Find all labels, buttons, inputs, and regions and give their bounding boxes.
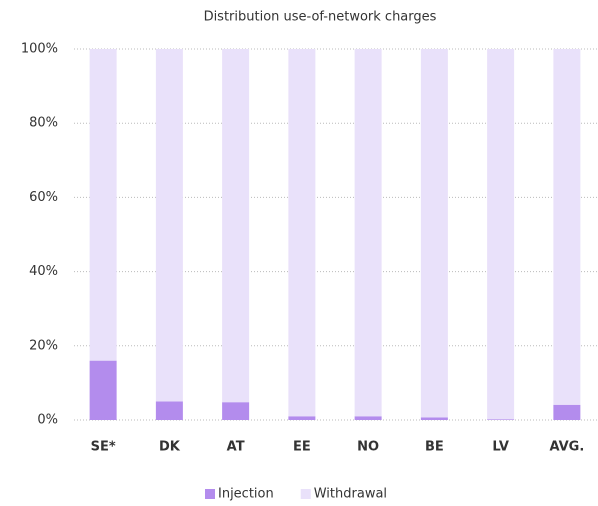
bar-segment (288, 416, 316, 420)
y-tick-label: 40% (29, 264, 58, 279)
bar-segment (354, 49, 382, 417)
x-tick-label: DK (159, 440, 181, 455)
legend-label: Injection (218, 487, 274, 502)
y-tick-label: 20% (29, 338, 58, 353)
legend-swatch (205, 489, 215, 499)
y-tick-label: 60% (29, 190, 58, 205)
bar-segment (487, 419, 515, 420)
bar-segment (354, 416, 382, 420)
chart-title: Distribution use-of-network charges (204, 10, 437, 25)
x-tick-label: AT (227, 440, 245, 455)
legend-swatch (300, 489, 311, 499)
bar-segment (420, 49, 448, 418)
bar-segment (155, 49, 183, 402)
x-tick-label: BE (425, 440, 444, 455)
bar-segment (288, 49, 316, 417)
x-tick-label: AVG. (549, 440, 584, 455)
bar-segment (89, 360, 117, 420)
x-tick-label: SE* (91, 440, 116, 455)
y-tick-label: 0% (37, 413, 58, 428)
x-tick-label: NO (357, 440, 379, 455)
y-tick-label: 100% (21, 42, 58, 57)
bar-segment (420, 417, 448, 420)
bar-segment (222, 402, 250, 420)
bar-segment (553, 404, 581, 420)
bar-segment (222, 49, 250, 403)
bar-segment (89, 49, 117, 361)
y-tick-label: 80% (29, 116, 58, 131)
bar-segment (553, 49, 581, 405)
legend-label: Withdrawal (314, 487, 387, 502)
bar-segment (487, 49, 515, 420)
bar-segment (155, 401, 183, 420)
x-tick-label: LV (492, 440, 509, 455)
x-tick-label: EE (293, 440, 311, 455)
